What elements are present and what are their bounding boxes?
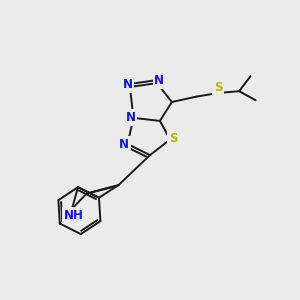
Text: NH: NH — [64, 209, 83, 222]
Text: N: N — [154, 74, 164, 87]
Text: S: S — [214, 81, 222, 94]
Text: N: N — [122, 78, 133, 91]
Text: N: N — [125, 111, 136, 124]
Text: S: S — [169, 132, 177, 146]
Text: N: N — [119, 137, 129, 151]
